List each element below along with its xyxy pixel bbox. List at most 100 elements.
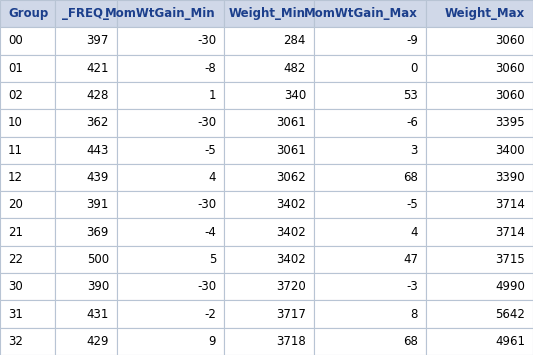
Text: -2: -2 — [204, 307, 216, 321]
Bar — [0, 137, 55, 164]
Text: MomWtGain_Max: MomWtGain_Max — [304, 7, 418, 20]
Text: 3061: 3061 — [276, 144, 306, 157]
Text: 431: 431 — [87, 307, 109, 321]
Bar — [224, 27, 314, 55]
Bar — [314, 191, 426, 218]
Bar — [55, 328, 117, 355]
Text: 390: 390 — [87, 280, 109, 293]
Text: 391: 391 — [87, 198, 109, 211]
Text: 3400: 3400 — [495, 144, 525, 157]
Text: -5: -5 — [204, 144, 216, 157]
Bar — [314, 273, 426, 300]
Bar — [55, 191, 117, 218]
Bar — [0, 273, 55, 300]
Bar — [224, 246, 314, 273]
Text: 11: 11 — [8, 144, 23, 157]
Text: 429: 429 — [86, 335, 109, 348]
Text: 3715: 3715 — [495, 253, 525, 266]
Bar — [224, 109, 314, 137]
Text: -9: -9 — [406, 34, 418, 48]
Text: 362: 362 — [87, 116, 109, 129]
Bar — [426, 218, 533, 246]
Bar — [426, 82, 533, 109]
Text: 439: 439 — [87, 171, 109, 184]
Bar — [117, 246, 224, 273]
Text: 31: 31 — [8, 307, 23, 321]
Bar — [0, 55, 55, 82]
Bar — [0, 246, 55, 273]
Text: -30: -30 — [197, 280, 216, 293]
Bar — [0, 164, 55, 191]
Text: -8: -8 — [204, 62, 216, 75]
Bar — [55, 0, 117, 27]
Text: 428: 428 — [87, 89, 109, 102]
Bar — [426, 246, 533, 273]
Text: 3717: 3717 — [276, 307, 306, 321]
Text: 3402: 3402 — [276, 226, 306, 239]
Bar — [314, 328, 426, 355]
Bar — [224, 300, 314, 328]
Text: 284: 284 — [284, 34, 306, 48]
Bar — [55, 55, 117, 82]
Text: 01: 01 — [8, 62, 23, 75]
Text: _FREQ_: _FREQ_ — [62, 7, 109, 20]
Text: 3714: 3714 — [495, 198, 525, 211]
Bar — [117, 137, 224, 164]
Bar — [55, 218, 117, 246]
Bar — [224, 273, 314, 300]
Bar — [314, 0, 426, 27]
Bar — [117, 27, 224, 55]
Text: 3720: 3720 — [276, 280, 306, 293]
Bar — [426, 328, 533, 355]
Text: 68: 68 — [403, 335, 418, 348]
Text: 30: 30 — [8, 280, 23, 293]
Bar — [0, 218, 55, 246]
Text: -30: -30 — [197, 34, 216, 48]
Bar — [224, 164, 314, 191]
Text: 21: 21 — [8, 226, 23, 239]
Text: Weight_Min: Weight_Min — [229, 7, 306, 20]
Text: 482: 482 — [284, 62, 306, 75]
Text: 397: 397 — [87, 34, 109, 48]
Text: -6: -6 — [406, 116, 418, 129]
Text: 4: 4 — [410, 226, 418, 239]
Text: 0: 0 — [410, 62, 418, 75]
Text: 9: 9 — [208, 335, 216, 348]
Text: 443: 443 — [87, 144, 109, 157]
Text: MomWtGain_Min: MomWtGain_Min — [106, 7, 216, 20]
Bar — [426, 27, 533, 55]
Text: -3: -3 — [406, 280, 418, 293]
Text: 3060: 3060 — [495, 89, 525, 102]
Bar — [224, 82, 314, 109]
Bar — [117, 273, 224, 300]
Text: 340: 340 — [284, 89, 306, 102]
Text: 421: 421 — [86, 62, 109, 75]
Bar — [117, 300, 224, 328]
Text: 3060: 3060 — [495, 62, 525, 75]
Text: -5: -5 — [406, 198, 418, 211]
Bar — [117, 55, 224, 82]
Bar — [55, 109, 117, 137]
Text: 20: 20 — [8, 198, 23, 211]
Bar — [314, 300, 426, 328]
Bar — [314, 164, 426, 191]
Text: -4: -4 — [204, 226, 216, 239]
Text: 4990: 4990 — [495, 280, 525, 293]
Text: 3390: 3390 — [495, 171, 525, 184]
Bar — [314, 137, 426, 164]
Bar — [117, 82, 224, 109]
Bar — [0, 300, 55, 328]
Text: 32: 32 — [8, 335, 23, 348]
Text: 8: 8 — [410, 307, 418, 321]
Bar — [55, 246, 117, 273]
Text: Group: Group — [8, 7, 49, 20]
Bar — [117, 328, 224, 355]
Text: 3402: 3402 — [276, 253, 306, 266]
Text: -30: -30 — [197, 116, 216, 129]
Bar — [426, 137, 533, 164]
Text: Weight_Max: Weight_Max — [445, 7, 525, 20]
Bar — [117, 109, 224, 137]
Bar — [224, 328, 314, 355]
Text: 68: 68 — [403, 171, 418, 184]
Bar — [314, 55, 426, 82]
